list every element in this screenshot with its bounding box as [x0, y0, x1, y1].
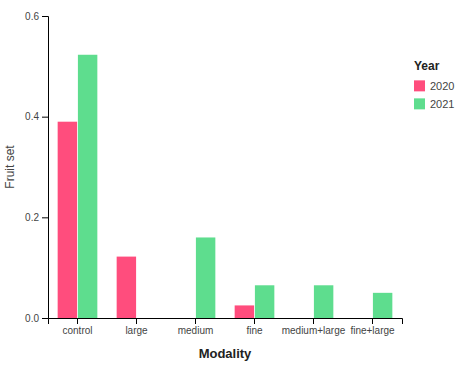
y-tick: 0.2 [25, 212, 48, 223]
bar [314, 285, 333, 318]
x-axis-title: Modality [199, 346, 252, 361]
x-tick: control [62, 318, 92, 336]
y-tick-label: 0.2 [25, 212, 39, 223]
x-tick-label: large [125, 325, 148, 336]
x-tick: medium [178, 318, 214, 336]
legend-item: 2021 [414, 98, 454, 110]
bar-series [78, 55, 392, 318]
bar [353, 318, 372, 319]
x-tick-mark [313, 318, 314, 324]
bar [117, 257, 136, 318]
y-tick-label: 0.6 [25, 11, 39, 22]
bar [58, 122, 77, 318]
y-axis-line [42, 17, 49, 319]
x-tick-label: control [62, 325, 92, 336]
legend-label: 2021 [430, 98, 454, 110]
y-tick-label: 0.0 [25, 313, 39, 324]
x-axis: control large medium fine medium+large fine+l… [49, 318, 403, 336]
plot: control large medium fine medium+large fine+l… [25, 11, 402, 336]
x-tick-label: medium+large [282, 325, 346, 336]
y-tick-mark [42, 318, 48, 319]
bar [176, 318, 195, 319]
y-axis-title: Fruit set [3, 145, 17, 189]
chart: control large medium fine medium+large fine+l… [0, 0, 474, 370]
y-tick-label: 0.4 [25, 111, 39, 122]
x-tick-mark [77, 318, 78, 324]
bar [137, 318, 156, 319]
y-tick-mark [42, 16, 48, 17]
y-axis: 0.0 0.2 0.4 0.6 [25, 11, 48, 324]
legend-item: 2020 [414, 80, 454, 92]
bar [373, 293, 392, 318]
y-tick: 0.4 [25, 111, 48, 122]
bar [78, 55, 97, 318]
x-tick-mark [254, 318, 255, 324]
x-tick: large [125, 318, 148, 336]
bar [255, 285, 274, 318]
x-tick-mark [195, 318, 196, 324]
bar [235, 305, 254, 318]
x-axis-line [49, 319, 403, 325]
y-tick-mark [42, 217, 48, 218]
y-tick: 0.0 [25, 313, 48, 324]
x-tick: fine [246, 318, 263, 336]
legend-swatch [414, 98, 425, 109]
x-tick-label: medium [178, 325, 214, 336]
bar [196, 237, 215, 318]
legend-label: 2020 [430, 80, 454, 92]
x-tick: medium+large [282, 318, 346, 336]
x-tick-mark [136, 318, 137, 324]
x-tick-mark [372, 318, 373, 324]
legend-title: Year [414, 59, 440, 73]
y-tick-mark [42, 117, 48, 118]
y-tick: 0.6 [25, 11, 48, 22]
x-tick: fine+large [350, 318, 395, 336]
x-tick-label: fine [246, 325, 263, 336]
bar [294, 318, 313, 319]
legend-swatch [414, 80, 425, 91]
legend: Year 2020 2021 [414, 59, 454, 110]
bars [58, 55, 393, 318]
x-tick-label: fine+large [350, 325, 395, 336]
